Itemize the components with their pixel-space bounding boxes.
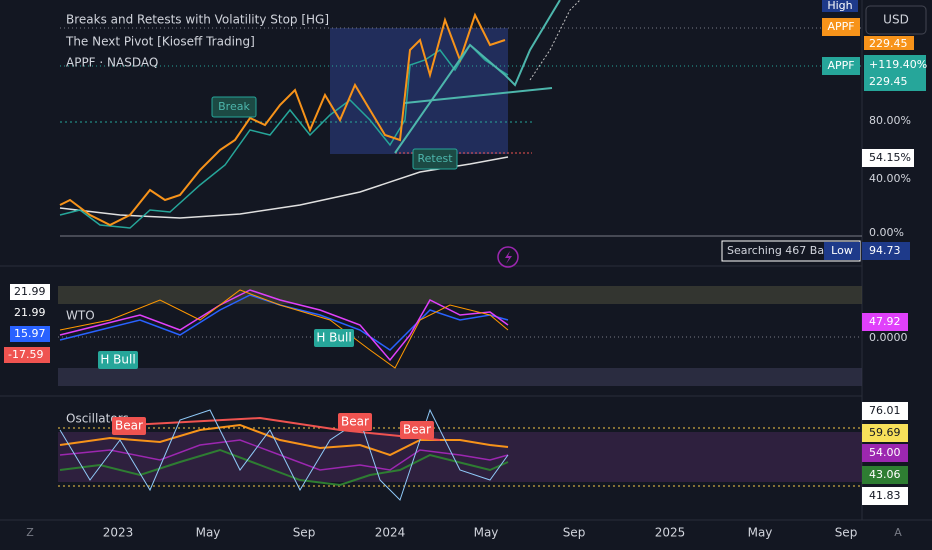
currency: USD: [883, 13, 909, 27]
low-badge: [862, 242, 910, 260]
range-box: [330, 28, 508, 154]
signal-label: Bear: [115, 419, 143, 433]
signal-label: H Bull: [100, 353, 135, 367]
right-label: 54.00: [869, 446, 901, 459]
retest-badge: [412, 148, 458, 170]
pivot-line: [59, 12, 506, 227]
break-label: Break: [218, 100, 250, 113]
right-label: 43.06: [869, 468, 901, 481]
signal-label: H Bull: [316, 331, 351, 345]
price-label: 229.45: [869, 75, 908, 88]
candles: [59, 43, 509, 229]
time-label: May: [196, 526, 221, 540]
indicator-title: Breaks and Retests with Volatility Stop …: [66, 13, 329, 27]
right-badge: [862, 424, 908, 442]
divergence-line: [129, 416, 441, 441]
signal-badge: [400, 421, 434, 439]
right-badge: [862, 313, 908, 331]
right-label: 0.0000: [869, 331, 908, 344]
high-badge: [822, 0, 858, 12]
symbol-label: APPF: [827, 59, 854, 72]
retest-label: Retest: [417, 152, 453, 165]
corner-button[interactable]: A: [894, 526, 902, 539]
scale-label: 0.00%: [869, 226, 904, 239]
corner-button[interactable]: Z: [26, 526, 34, 539]
search-label: Searching 467 Bars B: [727, 244, 845, 257]
left-badge: [10, 326, 50, 342]
symbol-label: APPF: [827, 20, 854, 33]
osc-line: [59, 408, 509, 501]
band: [58, 286, 862, 304]
trend-line: [394, 0, 561, 154]
scale-label: 40.00%: [869, 172, 911, 185]
high-label: High: [827, 0, 852, 12]
osc-line: [59, 423, 509, 457]
band: [58, 368, 862, 386]
time-label: Sep: [835, 526, 858, 540]
left-label: -17.59: [8, 348, 43, 361]
right-badge: [862, 402, 908, 420]
time-label: May: [474, 526, 499, 540]
osc-line: [59, 448, 509, 487]
left-label: 21.99: [14, 285, 46, 298]
low-value: 94.73: [869, 244, 901, 257]
time-label: Sep: [293, 526, 316, 540]
indicator-title: The Next Pivot [Kioseff Trading]: [65, 35, 255, 49]
time-label: Sep: [563, 526, 586, 540]
symbol-badge: [822, 57, 860, 75]
right-badge: [862, 487, 908, 505]
right-label: 41.83: [869, 489, 901, 502]
symbol-title: APPF · NASDAQ: [66, 56, 158, 70]
wave-line: [59, 289, 509, 362]
right-label: 47.92: [869, 315, 901, 328]
time-label: 2025: [655, 526, 686, 540]
signal-label: Bear: [341, 415, 369, 429]
low-badge: [824, 242, 860, 260]
time-label: May: [748, 526, 773, 540]
alert-icon[interactable]: [497, 246, 519, 268]
time-label: 2023: [103, 526, 134, 540]
left-badge: [10, 305, 50, 321]
right-label: 76.01: [869, 404, 901, 417]
level-label: 54.15%: [869, 151, 911, 164]
change-label: +119.40%: [869, 58, 927, 71]
signal-label: Bear: [403, 423, 431, 437]
osc-line: [59, 439, 509, 471]
price-badge: [864, 36, 914, 50]
left-label: 21.99: [14, 306, 46, 319]
signal-badge: [314, 329, 354, 347]
price-label: 229.45: [869, 37, 908, 50]
right-badge: [862, 466, 908, 484]
scale-label: 80.00%: [869, 114, 911, 127]
currency-button[interactable]: [865, 5, 927, 35]
break-badge: [211, 96, 257, 118]
wave-line: [59, 294, 509, 351]
right-label: 59.69: [869, 426, 901, 439]
left-label: 15.97: [14, 327, 46, 340]
signal-badge: [112, 417, 146, 435]
left-badge: [4, 347, 50, 363]
pane-title: WTO: [66, 309, 95, 323]
low-label: Low: [831, 244, 853, 257]
level-badge: [862, 149, 914, 167]
alert-icon: [505, 251, 512, 264]
symbol-badge: [822, 18, 860, 36]
left-badge: [10, 284, 50, 300]
time-label: 2024: [375, 526, 406, 540]
signal-badge: [98, 351, 138, 369]
signal-badge: [338, 413, 372, 431]
change-badge: [864, 55, 926, 91]
wave-line: [59, 289, 509, 369]
right-badge: [862, 444, 908, 462]
trend-line: [404, 87, 553, 104]
